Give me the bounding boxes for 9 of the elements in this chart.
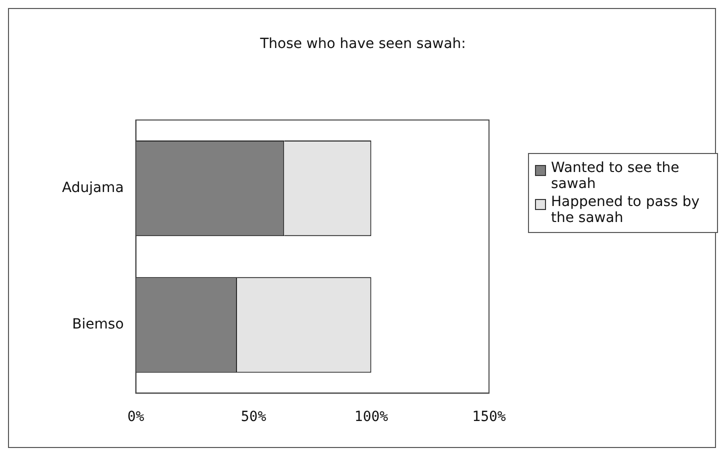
y-tick-label: Biemso — [72, 316, 124, 333]
y-tick-label: Adujama — [62, 180, 124, 196]
chart-title: Those who have seen sawah: — [259, 36, 467, 52]
legend-label: Happened to pass by the sawah — [551, 194, 700, 226]
legend-label: Wanted to see the sawah — [551, 160, 680, 192]
x-tick-label: 50% — [240, 409, 267, 426]
x-tick-label: 100% — [354, 409, 389, 426]
x-tick-label: 150% — [472, 409, 506, 426]
x-tick-label: 0% — [127, 409, 145, 426]
